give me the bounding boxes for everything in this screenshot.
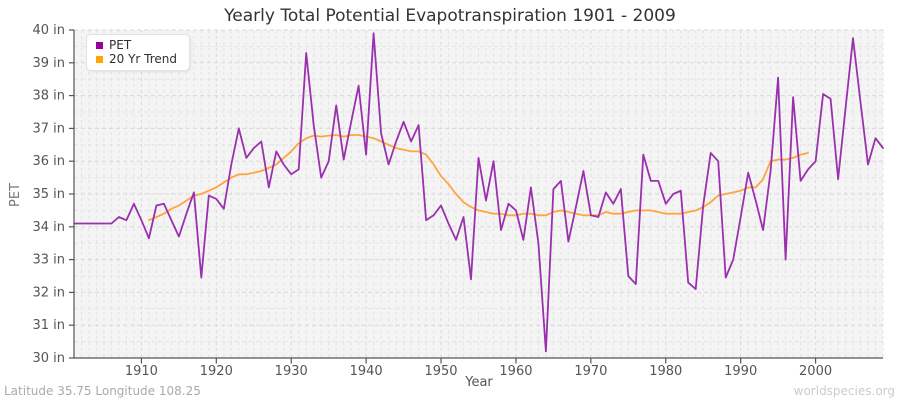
y-tick-label: 35 in xyxy=(32,187,65,202)
x-tick-label: 1970 xyxy=(574,364,607,379)
legend-label-trend: 20 Yr Trend xyxy=(109,52,178,66)
legend-item-trend: 20 Yr Trend xyxy=(96,53,177,66)
pet-series-swatch xyxy=(96,42,103,49)
x-tick-label: 1980 xyxy=(649,364,682,379)
x-tick-label: 1920 xyxy=(200,364,233,379)
coordinates-caption: Latitude 35.75 Longitude 108.25 xyxy=(4,384,201,398)
trend-series-swatch xyxy=(96,56,103,63)
y-tick-label: 36 in xyxy=(32,154,65,169)
y-tick-label: 30 in xyxy=(32,351,65,366)
x-tick-label: 1910 xyxy=(125,364,158,379)
y-tick-label: 33 in xyxy=(32,253,65,268)
legend: PET 20 Yr Trend xyxy=(86,34,191,71)
chart-title: Yearly Total Potential Evapotranspiratio… xyxy=(224,6,676,26)
x-tick-label: 1940 xyxy=(350,364,383,379)
source-caption: worldspecies.org xyxy=(793,384,895,398)
x-tick-label: 1930 xyxy=(275,364,308,379)
legend-item-pet: PET xyxy=(96,39,177,52)
x-tick-label: 2000 xyxy=(799,364,832,379)
y-tick-label: 38 in xyxy=(32,89,65,104)
trend-line xyxy=(147,134,809,222)
legend-label-pet: PET xyxy=(109,38,132,52)
x-axis-title: Year xyxy=(465,375,493,390)
y-axis-title: PET xyxy=(8,183,23,207)
y-tick-label: 34 in xyxy=(32,220,65,235)
pet-line xyxy=(73,32,884,353)
y-tick-label: 37 in xyxy=(32,121,65,136)
x-tick-label: 1990 xyxy=(724,364,757,379)
y-tick-label: 39 in xyxy=(32,56,65,71)
y-tick-label: 31 in xyxy=(32,318,65,333)
x-tick-label: 1950 xyxy=(424,364,457,379)
y-tick-label: 32 in xyxy=(32,285,65,300)
x-tick-label: 1960 xyxy=(499,364,532,379)
y-tick-label: 40 in xyxy=(32,23,65,38)
